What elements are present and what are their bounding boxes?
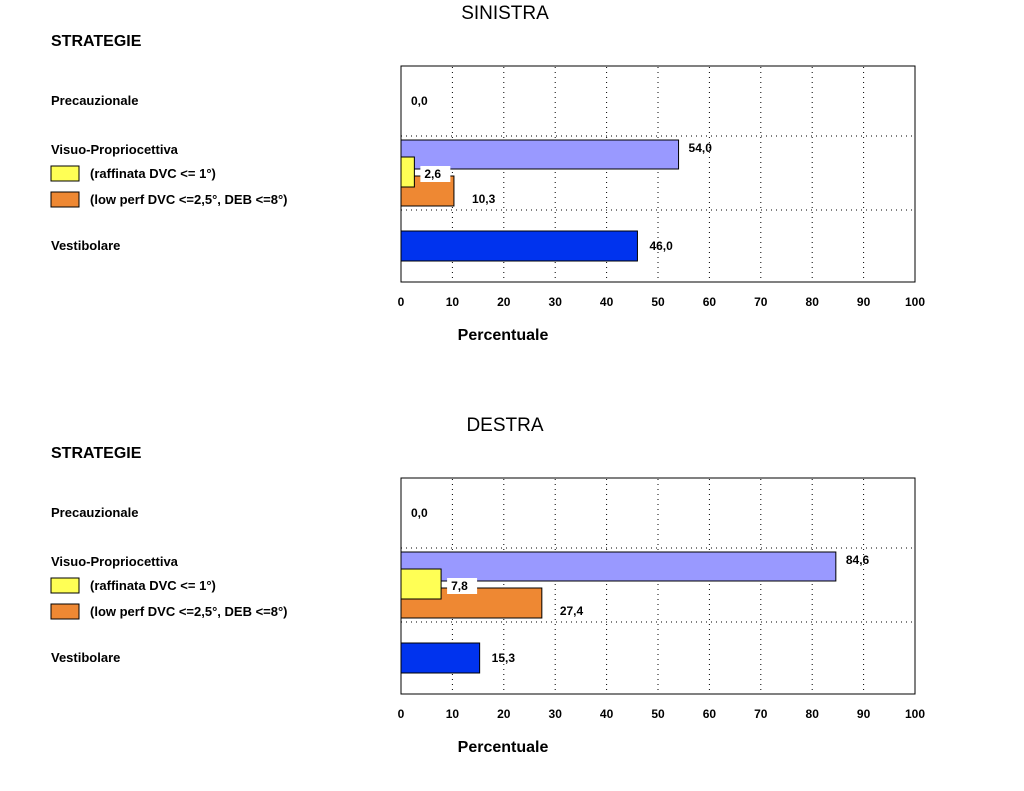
category-label: (low perf DVC <=2,5°, DEB <=8°) [90,604,288,619]
value-label: 0,0 [411,94,428,108]
x-tick-label: 90 [857,707,871,721]
x-tick-label: 90 [857,295,871,309]
category-label: Visuo-Propriocettiva [51,142,179,157]
bar [400,230,638,262]
x-tick-label: 40 [600,295,614,309]
legend-swatch [50,577,80,594]
legend-swatch [50,191,80,208]
bar [400,156,415,188]
value-label: 54,0 [689,141,713,155]
value-label: 0,0 [411,506,428,520]
value-label: 84,6 [846,553,870,567]
value-label: 46,0 [649,239,673,253]
legend-swatch [50,165,80,182]
x-axis-label: Percentuale [458,739,549,756]
category-label: (raffinata DVC <= 1°) [90,578,216,593]
category-label: (raffinata DVC <= 1°) [90,166,216,181]
value-label-bg [447,578,478,594]
category-label: (low perf DVC <=2,5°, DEB <=8°) [90,192,288,207]
x-tick-label: 30 [549,295,563,309]
x-tick-label: 40 [600,707,614,721]
bar [400,642,481,674]
value-label: 2,6 [424,167,441,181]
legend-title: STRATEGIE [51,445,142,462]
category-label: Vestibolare [51,650,120,665]
legend-swatch [50,603,80,620]
value-label: 15,3 [492,651,516,665]
chart-title: DESTRA [466,415,543,436]
x-tick-label: 80 [806,707,820,721]
category-label: Precauzionale [51,505,138,520]
x-tick-label: 80 [806,295,820,309]
value-label-bg [420,166,451,182]
category-label: Visuo-Propriocettiva [51,554,179,569]
chart-panel-sinistra: SINISTRA STRATEGIE Precauzionale Visuo-Prop… [0,0,1024,379]
chart-destra: DESTRA STRATEGIE Precauzionale Visuo-Propri… [50,415,925,756]
legend-title: STRATEGIE [51,33,142,50]
value-label: 10,3 [472,192,496,206]
x-tick-label: 50 [651,295,665,309]
x-tick-label: 60 [703,295,717,309]
x-tick-label: 50 [651,707,665,721]
category-label: Vestibolare [51,238,120,253]
chart-panel-destra: DESTRA STRATEGIE Precauzionale Visuo-Propri… [0,412,1024,791]
x-tick-label: 20 [497,707,511,721]
chart-sinistra: SINISTRA STRATEGIE Precauzionale Visuo-Prop… [50,3,925,344]
x-tick-label: 100 [905,295,925,309]
x-tick-label: 0 [398,295,405,309]
x-tick-label: 20 [497,295,511,309]
x-tick-label: 100 [905,707,925,721]
chart-title: SINISTRA [461,3,549,24]
x-tick-label: 70 [754,295,768,309]
bar [400,139,680,170]
bar [400,551,837,582]
x-tick-label: 70 [754,707,768,721]
value-label: 7,8 [451,579,468,593]
x-axis-label: Percentuale [458,327,549,344]
category-label: Precauzionale [51,93,138,108]
x-tick-label: 10 [446,295,460,309]
x-tick-label: 60 [703,707,717,721]
x-tick-label: 30 [549,707,563,721]
x-tick-label: 0 [398,707,405,721]
value-label: 27,4 [560,604,584,618]
bar [400,568,442,600]
x-tick-label: 10 [446,707,460,721]
